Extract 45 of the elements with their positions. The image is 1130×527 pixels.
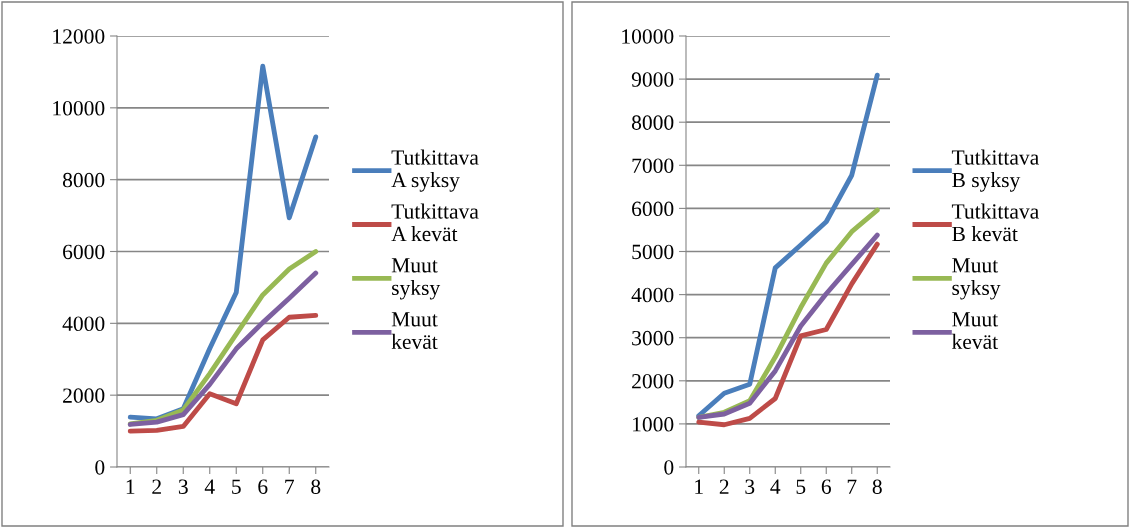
y-tick-label: 2000 (63, 388, 105, 403)
y-tick-label: 5000 (632, 244, 674, 260)
line-series (696, 72, 880, 419)
y-tick-label: 10000 (622, 29, 674, 44)
y-tick-label: 6000 (63, 244, 105, 260)
y-tick-label: 12000 (53, 29, 105, 44)
legend-label: Tutkittava A syksy (391, 149, 479, 192)
line-series (127, 313, 319, 434)
x-tick-label: 4 (770, 479, 781, 494)
x-tick-label: 6 (258, 479, 268, 494)
legend-label: Muut kevät (391, 312, 438, 350)
y-tick-label: 10000 (53, 100, 105, 116)
legend-label: Muut syksy (952, 258, 1001, 300)
line-series (127, 63, 319, 422)
x-tick-label: 7 (285, 479, 295, 494)
x-tick-label: 1 (126, 479, 135, 494)
y-tick-label: 8000 (62, 172, 105, 188)
x-tick-label: 1 (695, 479, 703, 494)
x-tick-label: 5 (232, 479, 241, 494)
y-tick-label: 3000 (632, 330, 674, 346)
legend-label: Tutkittava B kevät (951, 203, 1039, 242)
legend-label: Muut syksy (391, 258, 441, 300)
y-tick-label: 4000 (631, 287, 674, 303)
y-tick-label: 1000 (633, 417, 674, 432)
x-tick-label: 5 (796, 479, 806, 494)
legend-label: Tutkittava A kevät (391, 203, 479, 242)
y-tick-label: 4000 (62, 316, 105, 332)
x-tick-label: 2 (152, 479, 161, 494)
x-tick-label: 2 (719, 479, 729, 494)
y-tick-label: 0 (664, 460, 674, 475)
y-tick-label: 8000 (631, 115, 674, 130)
x-tick-label: 8 (311, 479, 321, 494)
x-tick-label: 7 (847, 479, 857, 494)
y-tick-label: 6000 (632, 201, 674, 217)
y-tick-label: 7000 (632, 158, 674, 173)
x-tick-label: 6 (821, 479, 831, 494)
x-tick-label: 8 (872, 479, 882, 494)
legend-label: Muut kevät (951, 312, 999, 350)
x-tick-label: 3 (178, 479, 188, 494)
x-tick-label: 3 (745, 479, 755, 494)
x-tick-label: 4 (204, 479, 215, 494)
y-tick-label: 9000 (631, 72, 674, 87)
legend-label: Tutkittava B syksy (951, 149, 1039, 192)
y-tick-label: 2000 (632, 373, 674, 389)
y-tick-label: 0 (95, 460, 105, 475)
